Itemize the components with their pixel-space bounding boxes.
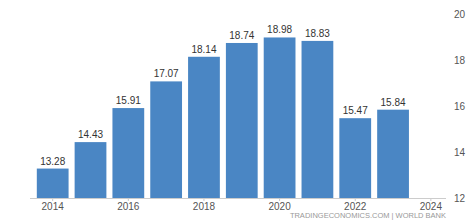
x-tick-label: 2018 <box>193 201 216 212</box>
bar <box>302 41 334 198</box>
data-label: 18.83 <box>305 28 330 39</box>
x-axis-line <box>30 198 446 199</box>
bar <box>150 81 182 198</box>
data-label: 18.74 <box>229 30 254 41</box>
bar <box>264 37 296 198</box>
chart-svg: 13.28 14.43 15.91 17.07 18.14 18.74 18.98 18.83… <box>0 0 474 220</box>
data-label: 13.28 <box>40 156 65 167</box>
data-label: 14.43 <box>78 129 103 140</box>
bar <box>226 43 258 198</box>
y-tick-label: 20 <box>454 9 466 20</box>
y-tick-label: 18 <box>454 55 466 66</box>
data-label: 17.07 <box>154 68 179 79</box>
bar <box>188 57 220 198</box>
x-tick-label: 2014 <box>42 201 65 212</box>
bars <box>37 37 409 198</box>
y-tick-label: 16 <box>454 101 466 112</box>
bar <box>37 169 69 198</box>
chart-container: 13.28 14.43 15.91 17.07 18.14 18.74 18.98 18.83… <box>0 0 474 220</box>
bar <box>339 118 371 198</box>
y-tick-label: 14 <box>454 147 466 158</box>
y-tick <box>446 198 449 199</box>
bar <box>75 142 107 198</box>
y-tick <box>446 152 449 153</box>
bar <box>112 108 144 198</box>
y-tick <box>446 106 449 107</box>
data-label: 18.98 <box>267 24 292 35</box>
bar <box>377 110 409 198</box>
y-tick-label: 12 <box>454 193 466 204</box>
data-label: 18.14 <box>191 44 216 55</box>
data-label: 15.47 <box>343 105 368 116</box>
data-label: 15.91 <box>116 95 141 106</box>
x-tick-label: 2020 <box>268 201 291 212</box>
x-tick-label: 2016 <box>117 201 140 212</box>
data-label: 15.84 <box>381 97 406 108</box>
y-tick <box>446 60 449 61</box>
y-tick <box>446 14 449 15</box>
source-note: TRADINGECONOMICS.COM | WORLD BANK <box>290 211 446 220</box>
